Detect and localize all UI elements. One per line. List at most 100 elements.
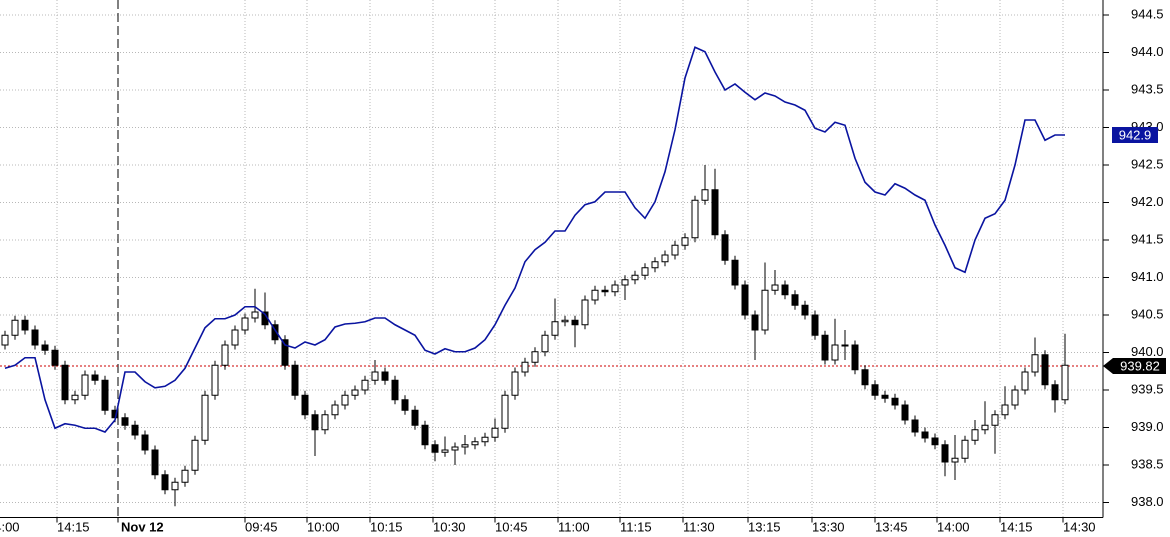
- candle-body: [11, 319, 19, 336]
- candle-body: [1031, 354, 1039, 373]
- candle-body: [751, 314, 759, 331]
- candle-body: [561, 319, 569, 323]
- plot-area: [0, 0, 1100, 518]
- candle-body: [661, 254, 669, 263]
- candle-body: [981, 424, 989, 431]
- candle-body: [441, 449, 449, 453]
- candle-body: [761, 289, 769, 331]
- candle-body: [241, 317, 249, 331]
- candle-body: [501, 394, 509, 429]
- candle-body: [491, 427, 499, 438]
- x-tick-label: 14:15: [57, 519, 90, 534]
- candle-body: [281, 339, 289, 366]
- candle-body: [421, 424, 429, 446]
- candle-body: [971, 429, 979, 441]
- candle-body: [831, 344, 839, 361]
- candle-body: [1, 334, 9, 346]
- x-tick-label: 13:15: [748, 519, 781, 534]
- candle-body: [311, 414, 319, 431]
- candle-body: [851, 344, 859, 371]
- candle-body: [821, 334, 829, 361]
- x-tick-label: 10:45: [495, 519, 528, 534]
- y-tick-label: 941.0: [1131, 269, 1164, 284]
- x-tick-label: 11:00: [558, 519, 590, 534]
- x-tick-label: 10:30: [433, 519, 466, 534]
- candle-body: [351, 389, 359, 396]
- y-tick-label: 944.0: [1131, 44, 1164, 59]
- x-tick-label: 14:00: [0, 519, 20, 534]
- candle-body: [211, 364, 219, 396]
- candle-body: [471, 441, 479, 446]
- candle-body: [171, 481, 179, 491]
- candle-body: [81, 374, 89, 396]
- candle-body: [271, 324, 279, 341]
- candle-body: [551, 321, 559, 336]
- x-tick-label: 10:15: [370, 519, 403, 534]
- candle-body: [411, 409, 419, 426]
- x-tick-label: 14:15: [1000, 519, 1033, 534]
- candle-body: [801, 304, 809, 316]
- candle-body: [391, 379, 399, 401]
- candle-body: [911, 419, 919, 433]
- candle-body: [721, 234, 729, 261]
- candle-body: [771, 284, 779, 291]
- candle-body: [641, 267, 649, 276]
- candle-body: [181, 469, 189, 483]
- candle-body: [891, 397, 899, 406]
- candle-body: [871, 384, 879, 396]
- candle-body: [611, 284, 619, 293]
- candle-body: [381, 371, 389, 381]
- candle-body: [131, 424, 139, 436]
- candle-body: [901, 404, 909, 421]
- candle-body: [61, 364, 69, 401]
- candle-body: [21, 319, 29, 331]
- candle-body: [511, 371, 519, 396]
- candle-body: [991, 414, 999, 426]
- candle-body: [1061, 364, 1069, 401]
- candle-body: [581, 299, 589, 326]
- x-tick-label: Nov 12: [121, 519, 164, 534]
- candle-body: [361, 379, 369, 391]
- candle-body: [861, 369, 869, 386]
- candle-body: [91, 374, 99, 381]
- y-tick-label: 939.5: [1131, 381, 1164, 396]
- candle-body: [1041, 354, 1049, 386]
- overlay-line: [4, 46, 1065, 433]
- candle-body: [601, 289, 609, 293]
- candle-body: [881, 394, 889, 399]
- y-tick-label: 938.0: [1131, 494, 1164, 509]
- candle-body: [781, 284, 789, 296]
- candle-body: [451, 446, 459, 451]
- candle-body: [961, 439, 969, 459]
- y-tick-label: 941.5: [1131, 231, 1164, 246]
- candle-body: [691, 199, 699, 239]
- candle-body: [841, 344, 849, 347]
- candle-body: [531, 351, 539, 363]
- candle-body: [31, 329, 39, 346]
- x-tick-label: 09:45: [245, 519, 278, 534]
- last-price-label: 939.82: [1120, 358, 1160, 373]
- candle-body: [221, 344, 229, 366]
- x-tick-label: 11:30: [683, 519, 715, 534]
- candle-body: [301, 394, 309, 416]
- candle-body: [51, 349, 59, 366]
- candle-body: [811, 314, 819, 336]
- candle-body: [341, 394, 349, 406]
- candle-body: [651, 261, 659, 269]
- candle-body: [191, 439, 199, 471]
- candle-body: [1011, 389, 1019, 406]
- candle-body: [401, 399, 409, 411]
- candle-body: [371, 371, 379, 381]
- candle-body: [701, 189, 709, 201]
- y-tick-label: 938.5: [1131, 456, 1164, 471]
- candle-body: [711, 189, 719, 236]
- x-tick-label: 11:15: [620, 519, 652, 534]
- candle-body: [71, 394, 79, 401]
- price-badge: [1103, 358, 1166, 374]
- x-tick-label: 14:30: [1063, 519, 1096, 534]
- candle-body: [671, 244, 679, 256]
- candle-body: [121, 417, 129, 426]
- candle-body: [731, 259, 739, 286]
